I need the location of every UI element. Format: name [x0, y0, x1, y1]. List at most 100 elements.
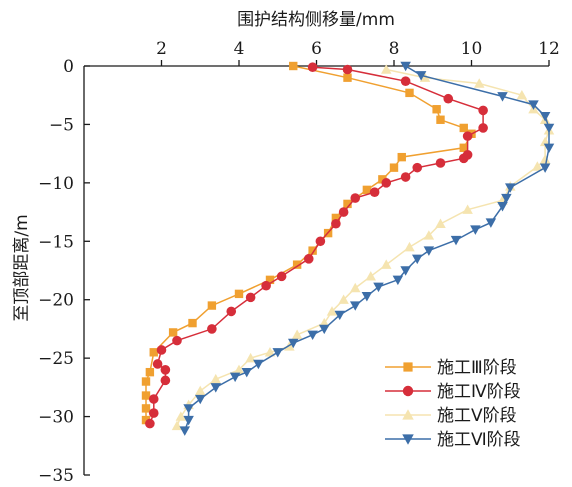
data-point-triangle-down [288, 338, 299, 349]
data-point-circle [400, 172, 411, 182]
data-point-circle [303, 254, 314, 264]
data-point-triangle-down [402, 434, 414, 445]
data-point-triangle-down [272, 348, 283, 358]
data-point-triangle-down [350, 301, 361, 311]
y-tick-label: −25 [38, 349, 74, 369]
data-point-square [459, 123, 468, 133]
data-point-square [188, 318, 197, 328]
x-tick-label: 2 [156, 39, 167, 59]
y-tick-label: −10 [38, 174, 74, 194]
data-point-triangle-down [528, 100, 539, 110]
y-ticks: 0 −5 −10 −15 −20 −25 −30 −35 [38, 57, 90, 486]
data-point-square [141, 404, 151, 413]
data-point-circle [350, 193, 361, 203]
data-point-square [207, 301, 217, 310]
data-point-circle [207, 324, 217, 334]
legend-label: 施工Ⅳ阶段 [437, 382, 521, 402]
series-4 [179, 61, 555, 436]
data-point-square [292, 260, 302, 269]
data-point-triangle-up [404, 241, 415, 252]
data-point-triangle-down [497, 202, 508, 212]
data-point-circle [462, 131, 473, 141]
legend-item: 施工Ⅲ阶段 [385, 358, 517, 378]
data-point-square [141, 415, 151, 425]
data-point-square [343, 199, 352, 209]
data-point-triangle-up [532, 161, 543, 171]
data-point-square [141, 377, 151, 386]
data-point-circle [307, 62, 318, 72]
data-point-triangle-down [501, 193, 512, 204]
data-point-triangle-up [326, 306, 338, 316]
data-point-circle [412, 162, 423, 173]
data-point-circle [338, 207, 349, 217]
data-point-triangle-down [392, 275, 404, 286]
legend-label: 施工Ⅵ阶段 [437, 430, 521, 450]
data-point-triangle-up [474, 78, 485, 88]
data-point-circle [152, 359, 163, 369]
data-point-square [141, 391, 151, 400]
data-point-square [289, 61, 298, 71]
data-point-triangle-up [233, 364, 245, 375]
data-point-triangle-down [195, 394, 206, 405]
y-tick-label: 0 [63, 57, 74, 77]
series-2 [145, 62, 488, 429]
data-point-circle [226, 306, 237, 317]
data-point-circle [402, 385, 414, 397]
data-point-circle [160, 375, 171, 386]
data-point-square [145, 367, 155, 377]
data-point-square [432, 105, 441, 114]
x-tick-label: 8 [389, 39, 400, 59]
data-point-triangle-down [210, 383, 221, 393]
data-point-square [149, 348, 158, 357]
legend-item: 施工Ⅴ阶段 [385, 406, 517, 426]
data-point-triangle-down [539, 112, 551, 122]
y-tick-label: −5 [49, 115, 74, 135]
data-point-square [378, 175, 387, 184]
data-point-square [234, 289, 244, 299]
data-point-triangle-down [229, 372, 241, 383]
data-point-square [405, 88, 414, 98]
data-point-triangle-down [470, 225, 481, 235]
legend-item: 施工Ⅵ阶段 [385, 430, 521, 450]
x-tick-label: 10 [461, 39, 483, 59]
data-point-square [389, 163, 399, 172]
data-point-circle [261, 280, 271, 291]
data-point-triangle-up [350, 282, 361, 293]
data-point-circle [443, 93, 454, 104]
data-point-triangle-down [543, 123, 555, 134]
data-point-triangle-down [400, 61, 411, 72]
data-point-circle [478, 105, 488, 116]
data-point-triangle-up [381, 64, 392, 74]
data-point-circle [148, 408, 159, 418]
data-point-triangle-down [543, 143, 555, 154]
data-point-triangle-down [334, 310, 345, 321]
legend-label: 施工Ⅴ阶段 [437, 406, 517, 426]
data-point-circle [400, 76, 411, 86]
data-point-square [459, 143, 468, 152]
series-1 [141, 61, 476, 425]
data-point-square [168, 328, 178, 337]
data-point-triangle-down [423, 246, 435, 256]
data-point-triangle-up [365, 271, 376, 281]
x-tick-label: 6 [311, 39, 322, 59]
data-point-square [265, 275, 275, 285]
data-point-circle [342, 64, 353, 75]
data-point-square [331, 213, 341, 223]
y-tick-label: −30 [38, 408, 74, 428]
legend-label: 施工Ⅲ阶段 [437, 358, 517, 378]
data-point-triangle-down [373, 282, 384, 293]
data-point-triangle-down [505, 183, 516, 193]
data-point-triangle-down [497, 92, 508, 102]
data-point-triangle-down [400, 266, 411, 276]
y-tick-label: −15 [38, 232, 74, 252]
data-point-triangle-up [264, 347, 276, 357]
data-point-triangle-up [171, 420, 183, 431]
data-point-triangle-down [307, 330, 318, 341]
data-point-triangle-down [415, 71, 427, 81]
data-point-square [362, 185, 372, 195]
data-point-triangle-up [539, 154, 551, 164]
data-point-triangle-down [361, 292, 373, 302]
data-point-triangle-up [402, 409, 414, 420]
data-point-triangle-down [241, 367, 252, 378]
